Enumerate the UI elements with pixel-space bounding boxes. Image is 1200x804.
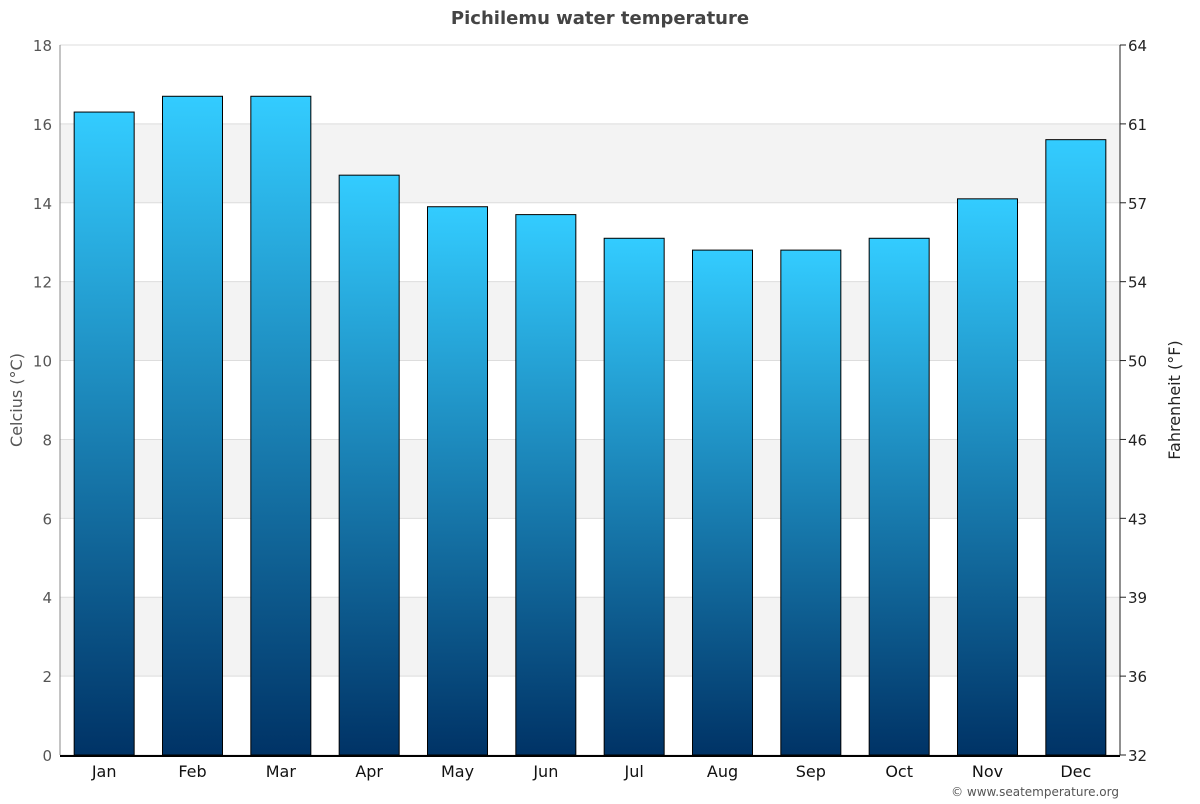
y-tick-label-right: 50 — [1128, 353, 1147, 371]
y-tick-label: 12 — [33, 274, 52, 292]
x-tick-label: Jun — [532, 762, 558, 781]
grid-band — [60, 281, 1120, 361]
chart-title: Pichilemu water temperature — [451, 8, 749, 29]
y-tick-label: 8 — [42, 431, 52, 449]
bar-jun — [515, 214, 577, 756]
x-tick-label: Jan — [91, 762, 117, 781]
x-tick-label: Nov — [972, 762, 1003, 781]
y-tick-label-right: 64 — [1128, 37, 1147, 55]
x-tick-label: Oct — [885, 762, 913, 781]
bar-sep — [780, 249, 842, 756]
y-tick-label: 14 — [33, 195, 52, 213]
x-tick-label: Jul — [624, 762, 644, 781]
grid-band — [60, 123, 1120, 203]
y-tick-label-right: 54 — [1128, 274, 1147, 292]
bar-mar — [250, 95, 312, 756]
x-tick-label: Sep — [796, 762, 826, 781]
bar-aug — [692, 249, 753, 756]
y-tick-label: 2 — [42, 668, 52, 686]
bar-apr — [338, 174, 400, 756]
bar-feb — [162, 95, 223, 756]
credit: © www.seatemperature.org — [951, 785, 1119, 799]
y-tick-label-right: 32 — [1128, 747, 1147, 765]
bar-oct — [868, 237, 930, 756]
x-tick-label: Feb — [178, 762, 206, 781]
y-tick-label-right: 46 — [1128, 431, 1147, 449]
y-tick-label-right: 43 — [1128, 510, 1147, 528]
y-tick-label: 6 — [42, 510, 52, 528]
y-tick-label: 16 — [33, 116, 52, 134]
y-tick-label: 0 — [42, 747, 52, 765]
x-tick-label: Apr — [355, 762, 383, 781]
x-tick-label: Mar — [266, 762, 297, 781]
bar-may — [427, 206, 488, 756]
y-tick-label-right: 36 — [1128, 668, 1147, 686]
y-tick-label: 10 — [33, 353, 52, 371]
y-tick-label-right: 61 — [1128, 116, 1147, 134]
y-tick-label-right: 57 — [1128, 195, 1147, 213]
bar-jul — [603, 237, 665, 756]
y-tick-label: 18 — [33, 37, 52, 55]
x-tick-label: Dec — [1060, 762, 1091, 781]
grid-band — [60, 597, 1120, 677]
bar-dec — [1045, 139, 1107, 756]
x-tick-label: Aug — [707, 762, 738, 781]
y-axis-label-right: Fahrenheit (°F) — [1165, 340, 1184, 459]
grid-band — [60, 439, 1120, 519]
y-tick-label: 4 — [42, 589, 52, 607]
x-tick-label: May — [441, 762, 474, 781]
y-axis-label: Celcius (°C) — [7, 353, 26, 447]
bar-nov — [957, 198, 1018, 756]
y-tick-label-right: 39 — [1128, 589, 1147, 607]
bar-jan — [73, 111, 135, 756]
